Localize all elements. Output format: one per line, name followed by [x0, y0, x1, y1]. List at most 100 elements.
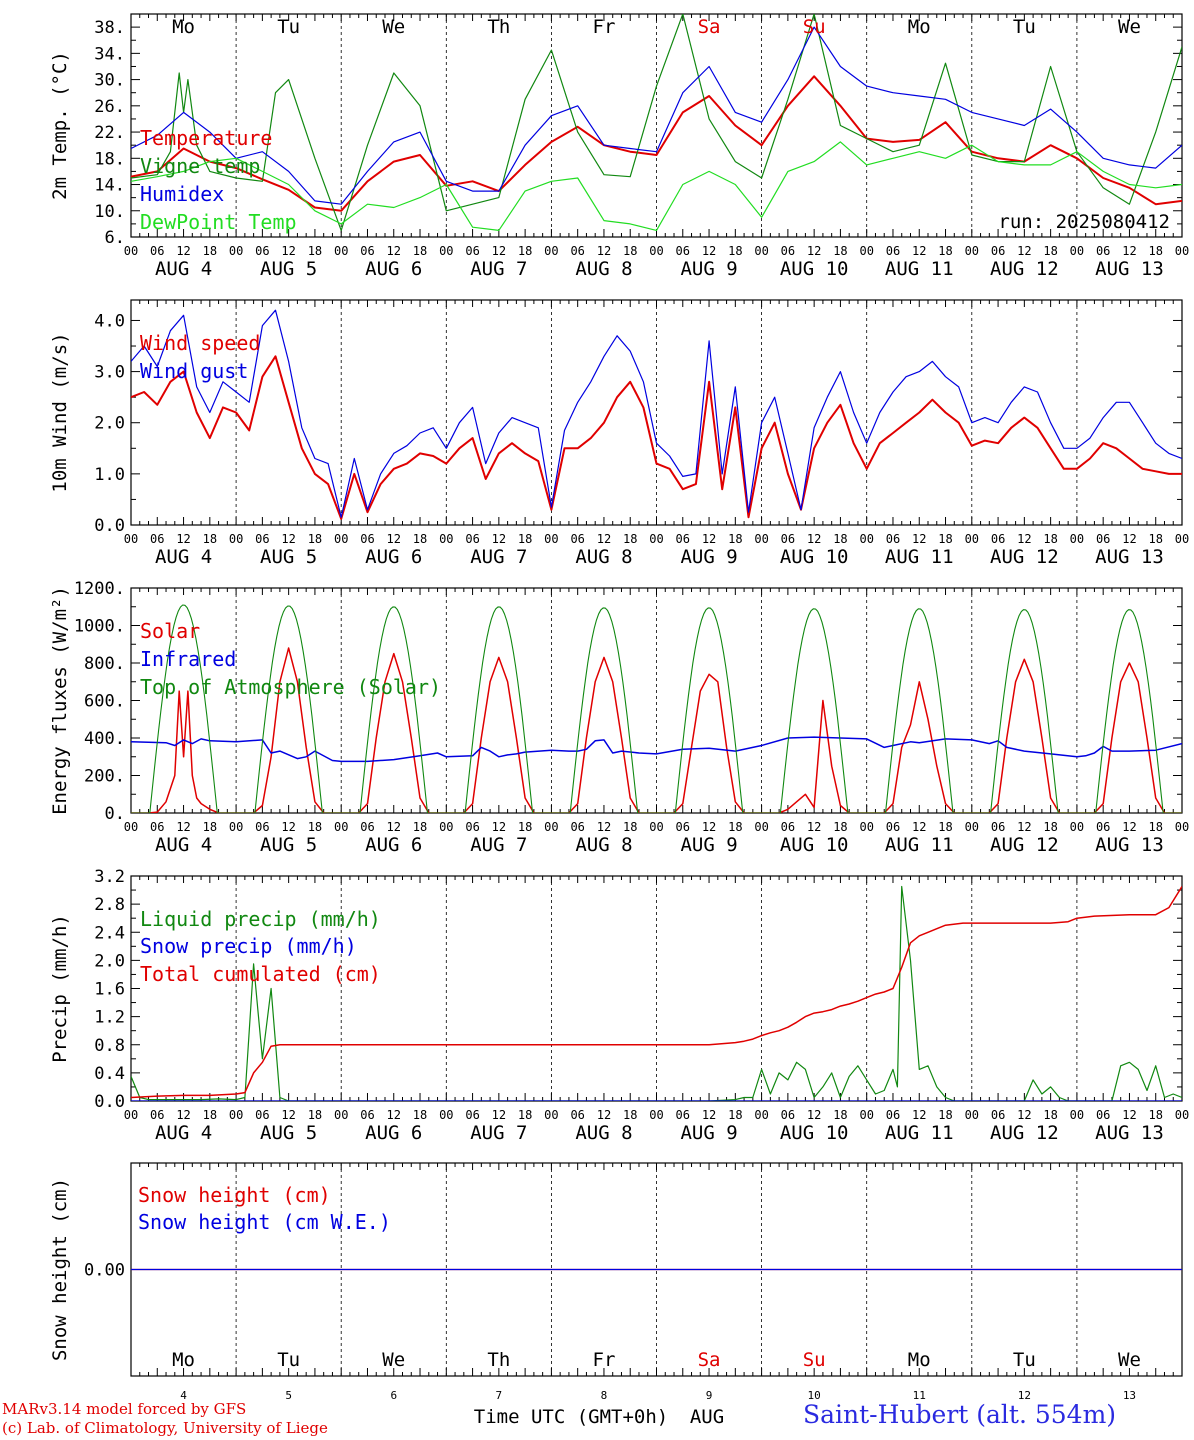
hour-tick-label: 06: [781, 532, 795, 546]
hour-tick-label: 12: [387, 532, 401, 546]
y-tick-label: 200.: [84, 767, 125, 787]
legend-entry: Liquid precip (mm/h): [140, 907, 381, 931]
hour-tick-label: 12: [1017, 820, 1031, 834]
day-number-label: 10: [808, 1389, 821, 1402]
hour-tick-label: 06: [1096, 820, 1110, 834]
y-tick-label: 1.0: [94, 465, 125, 485]
hour-tick-label: 00: [1175, 1108, 1189, 1122]
hour-tick-label: 12: [281, 244, 295, 258]
y-tick-label: 2.8: [94, 895, 125, 915]
y-axis-label: Precip (mm/h): [49, 914, 71, 1063]
hour-tick-label: 00: [124, 820, 138, 834]
hour-tick-label: 18: [623, 1108, 637, 1122]
hour-tick-label: 06: [150, 244, 164, 258]
date-label: AUG 4: [155, 258, 212, 280]
date-label: AUG 13: [1095, 834, 1164, 856]
date-label: AUG 9: [680, 834, 737, 856]
hour-tick-label: 12: [1017, 1108, 1031, 1122]
weekday-label: Th: [487, 1349, 510, 1371]
hour-tick-label: 00: [334, 1108, 348, 1122]
hour-tick-label: 12: [281, 532, 295, 546]
y-tick-label: 0.0: [94, 1092, 125, 1112]
day-number-label: 4: [180, 1389, 187, 1402]
hour-tick-label: 00: [439, 1108, 453, 1122]
hour-tick-label: 06: [886, 532, 900, 546]
hour-tick-label: 00: [1070, 1108, 1084, 1122]
date-label: AUG 12: [990, 834, 1059, 856]
hour-tick-label: 00: [1175, 820, 1189, 834]
hour-tick-label: 18: [308, 244, 322, 258]
date-label: AUG 5: [260, 258, 317, 280]
hour-tick-label: 06: [676, 820, 690, 834]
y-axis-label: 2m Temp. (°C): [49, 51, 71, 200]
hour-tick-label: 18: [518, 532, 532, 546]
weekday-label: We: [1118, 16, 1141, 38]
hour-tick-label: 12: [807, 820, 821, 834]
hour-tick-label: 12: [176, 1108, 190, 1122]
y-tick-label: 0.00: [84, 1261, 125, 1281]
y-tick-label: 800.: [84, 654, 125, 674]
hour-tick-label: 06: [1096, 244, 1110, 258]
day-number-label: 11: [913, 1389, 926, 1402]
weekday-label: Th: [487, 16, 510, 38]
y-tick-label: 10.: [94, 202, 125, 222]
date-label: AUG 8: [575, 834, 632, 856]
hour-tick-label: 06: [1096, 532, 1110, 546]
weekday-label: Tu: [277, 1349, 300, 1371]
y-axis-label: 10m Wind (m/s): [49, 332, 71, 492]
weekday-label: We: [382, 16, 405, 38]
legend-entry: Snow height (cm): [138, 1183, 331, 1207]
hour-tick-label: 12: [807, 244, 821, 258]
hour-tick-label: 00: [439, 532, 453, 546]
weekday-label: Tu: [1013, 1349, 1036, 1371]
date-label: AUG 10: [780, 1122, 849, 1144]
hour-tick-label: 18: [1043, 532, 1057, 546]
legend-entry: Humidex: [140, 182, 224, 206]
hour-tick-label: 06: [991, 532, 1005, 546]
weekday-label: Fr: [593, 16, 616, 38]
date-label: AUG 11: [885, 258, 954, 280]
y-tick-label: 2.4: [94, 923, 125, 943]
hour-tick-label: 00: [124, 244, 138, 258]
hour-tick-label: 06: [150, 532, 164, 546]
hour-tick-label: 00: [334, 820, 348, 834]
date-label: AUG 13: [1095, 546, 1164, 568]
hour-tick-label: 18: [623, 532, 637, 546]
hour-tick-label: 00: [1070, 244, 1084, 258]
hour-tick-label: 00: [649, 820, 663, 834]
date-label: AUG 4: [155, 834, 212, 856]
legend-entry: Infrared: [140, 647, 236, 671]
y-tick-label: 0.0: [94, 516, 125, 536]
series-line-liquid-precip-mm-h-: [131, 885, 1182, 1101]
hour-tick-label: 12: [912, 244, 926, 258]
panel-snow: 0.00 Snow height (cm) Snow height (cm) Snow…: [49, 1162, 1183, 1377]
date-label: AUG 6: [365, 546, 422, 568]
hour-tick-label: 12: [597, 820, 611, 834]
series-line-dewpoint-temp: [131, 141, 1182, 231]
date-label: AUG 11: [885, 834, 954, 856]
hour-tick-label: 18: [728, 244, 742, 258]
legend-entry: Total cumulated (cm): [140, 962, 381, 986]
hour-tick-label: 12: [1017, 532, 1031, 546]
hour-tick-label: 12: [702, 1108, 716, 1122]
date-label: AUG 9: [680, 1122, 737, 1144]
hour-tick-label: 06: [360, 244, 374, 258]
date-label: AUG 6: [365, 1122, 422, 1144]
date-label: AUG 7: [470, 546, 527, 568]
hour-tick-label: 06: [1096, 1108, 1110, 1122]
date-label: AUG 10: [780, 546, 849, 568]
date-label: AUG 9: [680, 258, 737, 280]
y-tick-label: 1200.: [74, 579, 125, 599]
panel-frame: [130, 299, 1183, 526]
y-tick-label: 22.: [94, 123, 125, 143]
model-credit: MARv3.14 model forced by GFS: [2, 1400, 247, 1418]
y-tick-label: 3.0: [94, 363, 125, 383]
hour-tick-label: 06: [570, 820, 584, 834]
weekday-label: We: [1118, 1349, 1141, 1371]
day-number-label: 8: [601, 1389, 608, 1402]
hour-tick-label: 06: [676, 244, 690, 258]
hour-tick-label: 18: [308, 820, 322, 834]
panel-precip: 0.0 0.4 0.8 1.2 1.6 2.0 2.4 2.8 3.2 Precip (mm/h)…: [49, 867, 1189, 1144]
